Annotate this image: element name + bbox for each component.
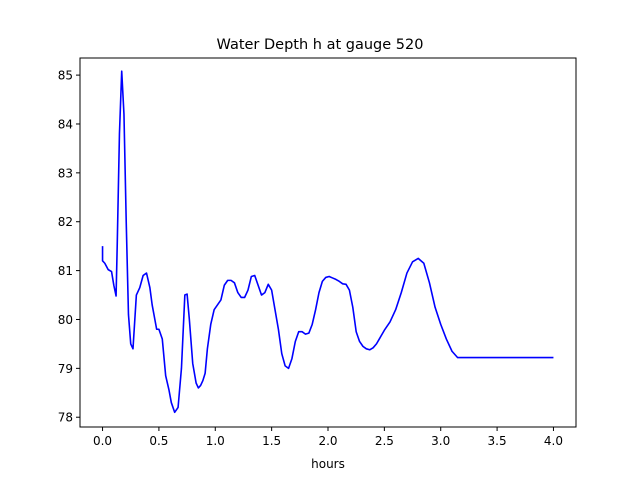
series-line-0 bbox=[101, 70, 554, 414]
y-tick-label: 80 bbox=[58, 313, 73, 327]
x-tick-label: 3.5 bbox=[488, 434, 507, 448]
x-tick-label: 2.5 bbox=[375, 434, 394, 448]
y-tick-label: 78 bbox=[58, 411, 73, 425]
x-tick-label: 2.0 bbox=[318, 434, 337, 448]
x-axis-label: hours bbox=[311, 457, 345, 471]
x-tick-label: 1.5 bbox=[262, 434, 281, 448]
x-tick-label: 3.0 bbox=[431, 434, 450, 448]
chart-title: Water Depth h at gauge 520 bbox=[217, 37, 424, 53]
y-tick-label: 79 bbox=[58, 362, 73, 376]
y-tick-label: 84 bbox=[58, 117, 73, 131]
x-tick-label: 0.0 bbox=[93, 434, 112, 448]
x-tick-label: 4.0 bbox=[544, 434, 563, 448]
y-axis: 78 79 80 81 82 83 84 85 bbox=[58, 69, 80, 425]
x-tick-label: 0.5 bbox=[149, 434, 168, 448]
plot-frame bbox=[79, 57, 577, 428]
y-tick-label: 81 bbox=[58, 264, 73, 278]
y-tick-label: 82 bbox=[58, 215, 73, 229]
plot-area bbox=[79, 57, 577, 428]
x-axis: 0.0 0.5 1.0 1.5 2.0 2.5 3.0 3.5 4.0 bbox=[93, 427, 563, 448]
x-tick-label: 1.0 bbox=[206, 434, 225, 448]
y-tick-label: 85 bbox=[58, 69, 73, 83]
y-tick-label: 83 bbox=[58, 166, 73, 180]
